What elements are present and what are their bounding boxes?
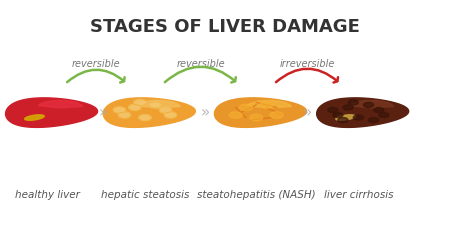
Text: reversible: reversible bbox=[72, 58, 121, 69]
Circle shape bbox=[379, 112, 389, 117]
Polygon shape bbox=[136, 100, 180, 108]
Circle shape bbox=[270, 112, 283, 118]
Ellipse shape bbox=[25, 115, 44, 120]
Circle shape bbox=[149, 102, 162, 108]
Circle shape bbox=[129, 104, 141, 110]
Circle shape bbox=[364, 102, 374, 108]
Polygon shape bbox=[247, 100, 292, 108]
Circle shape bbox=[118, 112, 130, 118]
Text: liver cirrhosis: liver cirrhosis bbox=[324, 190, 393, 200]
Ellipse shape bbox=[336, 115, 356, 120]
Circle shape bbox=[239, 104, 252, 111]
Text: irreversible: irreversible bbox=[279, 58, 335, 69]
Circle shape bbox=[249, 114, 263, 121]
Circle shape bbox=[139, 115, 151, 121]
Text: healthy liver: healthy liver bbox=[15, 190, 80, 200]
Circle shape bbox=[328, 108, 338, 112]
Circle shape bbox=[374, 108, 384, 112]
Circle shape bbox=[113, 107, 126, 113]
Polygon shape bbox=[349, 100, 394, 108]
Polygon shape bbox=[104, 98, 195, 127]
Text: »: » bbox=[200, 105, 210, 120]
Circle shape bbox=[343, 105, 353, 110]
Circle shape bbox=[164, 112, 177, 118]
Text: »: » bbox=[98, 105, 108, 120]
Circle shape bbox=[369, 117, 379, 123]
Circle shape bbox=[338, 117, 348, 123]
Polygon shape bbox=[215, 98, 306, 127]
Circle shape bbox=[229, 112, 242, 118]
Circle shape bbox=[348, 100, 358, 105]
Text: »: » bbox=[302, 105, 312, 120]
Text: STAGES OF LIVER DAMAGE: STAGES OF LIVER DAMAGE bbox=[90, 18, 360, 36]
Circle shape bbox=[353, 115, 364, 120]
Circle shape bbox=[134, 99, 146, 106]
Text: reversible: reversible bbox=[176, 58, 225, 69]
Circle shape bbox=[333, 112, 343, 117]
Polygon shape bbox=[5, 98, 98, 127]
Circle shape bbox=[159, 107, 171, 113]
Polygon shape bbox=[38, 100, 82, 108]
Circle shape bbox=[260, 102, 273, 108]
Text: hepatic steatosis: hepatic steatosis bbox=[101, 190, 189, 200]
Text: steatohepatitis (NASH): steatohepatitis (NASH) bbox=[197, 190, 315, 200]
Polygon shape bbox=[317, 98, 409, 127]
